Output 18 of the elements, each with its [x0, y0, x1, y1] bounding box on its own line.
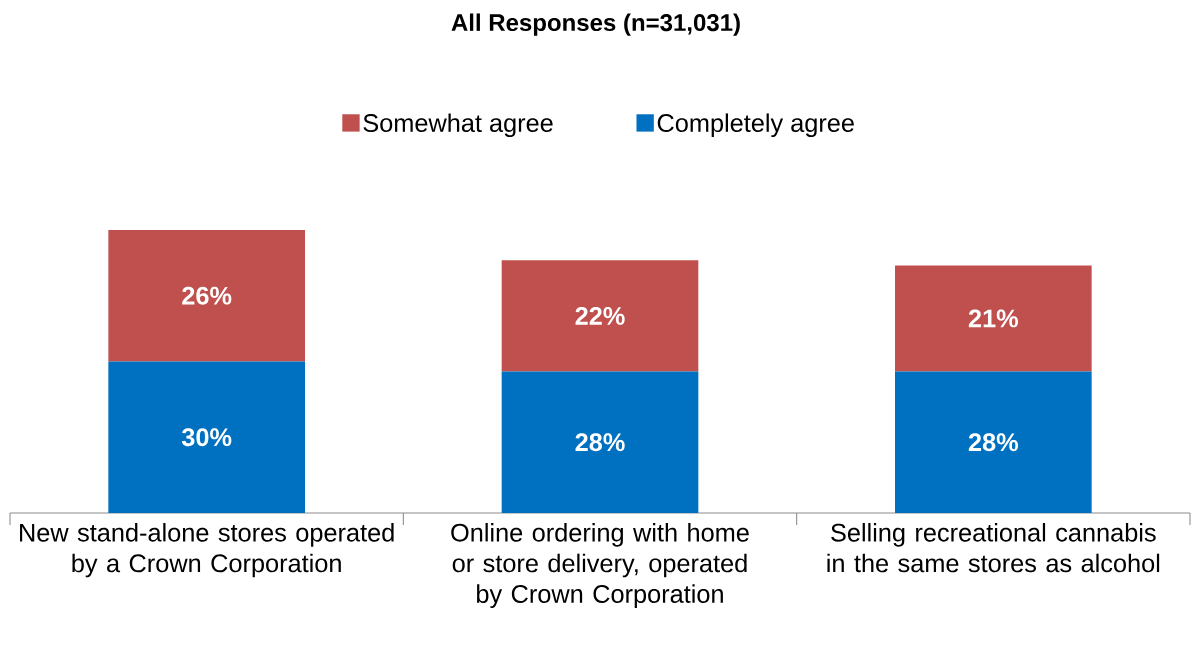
- bar: [895, 265, 1092, 372]
- bar: [108, 361, 305, 513]
- data-label: 28%: [968, 433, 1018, 452]
- data-label: 28%: [575, 433, 625, 452]
- data-label: 21%: [968, 309, 1018, 328]
- x-tick-label: Online ordering with home or store delivery, operated by Crown Corporation: [451, 523, 749, 608]
- bar: [501, 260, 699, 372]
- chart-title: All Responses (n=31,031): [451, 13, 740, 36]
- data-label: 30%: [181, 428, 232, 447]
- bar: [501, 371, 699, 513]
- x-tick-label: New stand-alone stores operated by a Crown Corporation: [20, 523, 394, 578]
- bar: [108, 230, 305, 362]
- legend-label: Somewhat agree: [363, 113, 553, 138]
- bar: [895, 371, 1092, 513]
- x-tick-label: Selling recreational cannabis in the same stores as alcohol: [827, 523, 1160, 573]
- legend-label: Completely agree: [657, 113, 854, 138]
- data-label: 22%: [575, 306, 625, 325]
- data-label: 26%: [182, 286, 232, 305]
